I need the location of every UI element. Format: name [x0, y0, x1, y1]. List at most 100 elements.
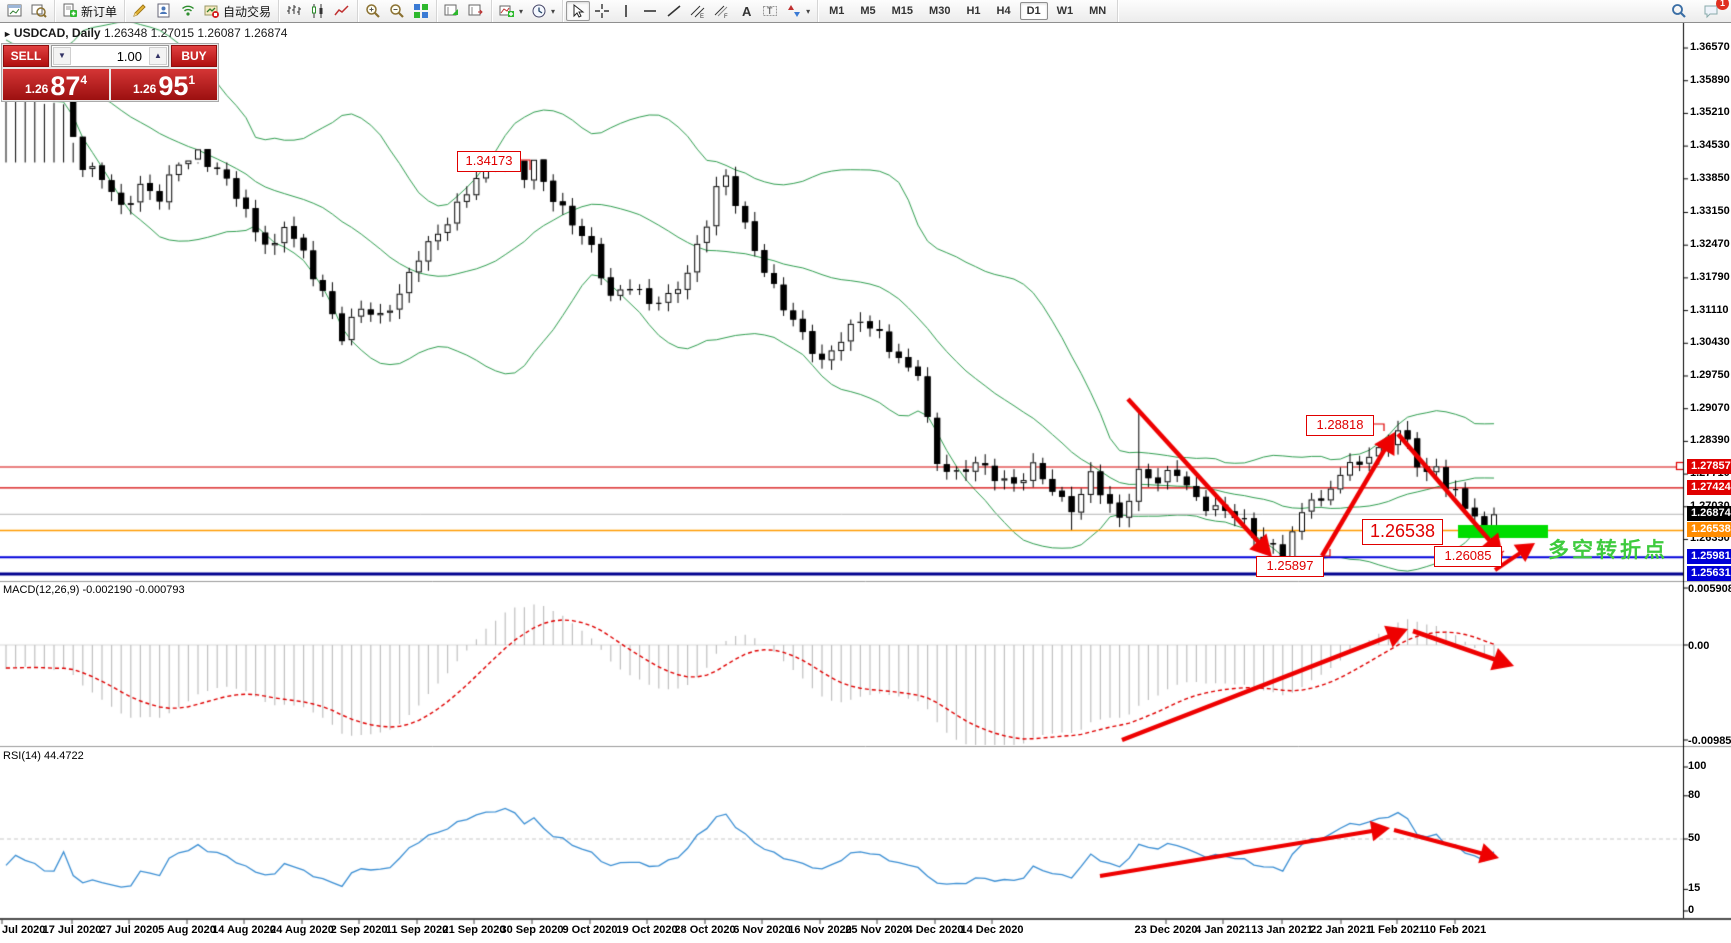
buy-price-big: 95: [158, 71, 189, 101]
trendline-icon: [666, 3, 682, 19]
line-chart-icon: [334, 3, 350, 19]
candlestick-icon: [310, 3, 326, 19]
vertical-line-button[interactable]: [614, 1, 638, 21]
text-button[interactable]: A: [734, 1, 758, 21]
zoom-in-button[interactable]: [361, 1, 385, 21]
chart-price-label[interactable]: 1.26538: [1362, 519, 1443, 545]
timeframe-d1-button[interactable]: D1: [1019, 2, 1048, 20]
search-icon: [1671, 3, 1687, 19]
chevron-down-icon[interactable]: ▾: [519, 6, 524, 16]
date-axis-label: 21 Sep 2020: [442, 924, 506, 936]
new-order-button[interactable]: 新订单: [58, 1, 121, 22]
track-chart-icon: [468, 3, 484, 19]
toolbar-button-label: 自动交易: [223, 4, 272, 19]
arrows-button[interactable]: ▾: [782, 1, 814, 21]
zoom-out-icon: [389, 3, 405, 19]
note-text: 多空转折点: [1548, 539, 1668, 562]
periods-icon: [531, 3, 547, 19]
toolbar-button-label: 新订单: [81, 4, 118, 19]
macd-axis-tick: 0.00: [1688, 640, 1710, 652]
timeframe-m1-button[interactable]: M1: [829, 5, 845, 17]
periods-button[interactable]: ▾: [527, 1, 559, 21]
svg-text:E: E: [700, 14, 704, 19]
buy-button[interactable]: BUY: [171, 45, 217, 67]
date-axis-label: 27 Jul 2020: [99, 924, 159, 936]
timeframe-m30-button[interactable]: M30: [929, 5, 951, 17]
sell-button[interactable]: SELL: [3, 45, 49, 67]
line-chart-button[interactable]: [330, 1, 354, 21]
price-level-badge: 1.27857: [1687, 459, 1731, 475]
timeframe-mn-button[interactable]: MN: [1089, 5, 1107, 17]
buy-price[interactable]: 1.26 95 1: [111, 69, 217, 100]
fibonacci-button[interactable]: F: [710, 1, 734, 21]
toolbar-group: M1 M5 M15 M30 H1 H4 D1 W1 MN: [818, 0, 1119, 22]
price-axis-tick: 1.33850: [1690, 171, 1730, 184]
signal-icon: [180, 3, 196, 19]
sell-price-sup: 4: [80, 73, 88, 87]
new-chart-window-button[interactable]: [3, 1, 27, 21]
date-axis-label: 22 Jan 2021: [1310, 924, 1372, 936]
toolbar-group: [437, 0, 493, 22]
timeframe-h4-button[interactable]: H4: [996, 5, 1011, 17]
timeframe-m15-button[interactable]: M15: [891, 5, 914, 17]
new-order-icon: [62, 3, 78, 19]
label-button[interactable]: T: [758, 1, 782, 21]
date-axis-label: 14 Dec 2020: [960, 924, 1024, 936]
tile-windows-icon: [413, 3, 429, 19]
volume-decrease-button[interactable]: ▼: [53, 47, 71, 65]
chat-button[interactable]: 1: [1699, 0, 1729, 21]
cursor-icon: [570, 3, 586, 19]
arrange-windows-button[interactable]: [440, 1, 464, 21]
timeframe-w1-button[interactable]: W1: [1056, 5, 1074, 17]
crayon-button[interactable]: [128, 1, 152, 21]
indicators-button[interactable]: ▾: [495, 1, 527, 21]
profile-button[interactable]: [152, 1, 176, 21]
chevron-down-icon[interactable]: ▾: [806, 6, 811, 16]
notification-badge: 1: [1716, 0, 1729, 10]
volume-input[interactable]: [72, 47, 148, 65]
candlestick-button[interactable]: [306, 1, 330, 21]
signal-button[interactable]: [176, 1, 200, 21]
tile-windows-button[interactable]: [409, 1, 433, 21]
bar-chart-button[interactable]: [282, 1, 306, 21]
date-axis-label: 19 Oct 2020: [616, 924, 678, 936]
chevron-down-icon[interactable]: ▾: [551, 6, 556, 16]
toolbar-group: 自动交易: [125, 0, 280, 22]
price-level-badge: 1.26874: [1687, 506, 1731, 522]
crayon-icon: [132, 3, 148, 19]
trendline-button[interactable]: [662, 1, 686, 21]
sell-price[interactable]: 1.26 87 4: [3, 69, 109, 100]
chart-price-label[interactable]: 1.34173: [457, 151, 521, 172]
chart-price-label[interactable]: 1.25897: [1256, 556, 1324, 577]
chart-preview-button[interactable]: [27, 1, 51, 21]
channel-button[interactable]: E: [686, 1, 710, 21]
symbol-marker-icon: ►: [3, 29, 12, 39]
autotrade-button[interactable]: 自动交易: [200, 1, 275, 22]
volume-increase-button[interactable]: ▲: [149, 47, 167, 65]
toolbar-group: [0, 0, 55, 22]
date-axis-label: 14 Aug 2020: [212, 924, 276, 936]
search-button[interactable]: [1667, 1, 1691, 21]
crosshair-button[interactable]: [590, 1, 614, 21]
symbol-name: USDCAD, Daily: [13, 26, 101, 40]
timeframe-h1-button[interactable]: H1: [966, 5, 981, 17]
toolbar-group: E F A T ▾: [563, 0, 819, 22]
rsi-axis-tick: 80: [1688, 788, 1701, 801]
cursor-button[interactable]: [566, 1, 591, 21]
symbol-ohlc: 1.26348 1.27015 1.26087 1.26874: [103, 26, 288, 40]
rsi-axis-tick: 0: [1688, 904, 1695, 916]
horizontal-line-button[interactable]: [638, 1, 662, 21]
fibonacci-icon: F: [714, 3, 730, 19]
track-chart-button[interactable]: [464, 1, 488, 21]
zoom-out-button[interactable]: [385, 1, 409, 21]
channel-icon: E: [690, 3, 706, 19]
indicators-icon: [499, 3, 515, 19]
price-level-badge: 1.25631: [1687, 566, 1731, 582]
chart-price-label[interactable]: 1.26085: [1434, 546, 1502, 567]
chart-price-label[interactable]: 1.28818: [1306, 415, 1374, 436]
price-axis-tick: 1.30430: [1690, 336, 1730, 349]
timeframe-m5-button[interactable]: M5: [860, 5, 876, 17]
